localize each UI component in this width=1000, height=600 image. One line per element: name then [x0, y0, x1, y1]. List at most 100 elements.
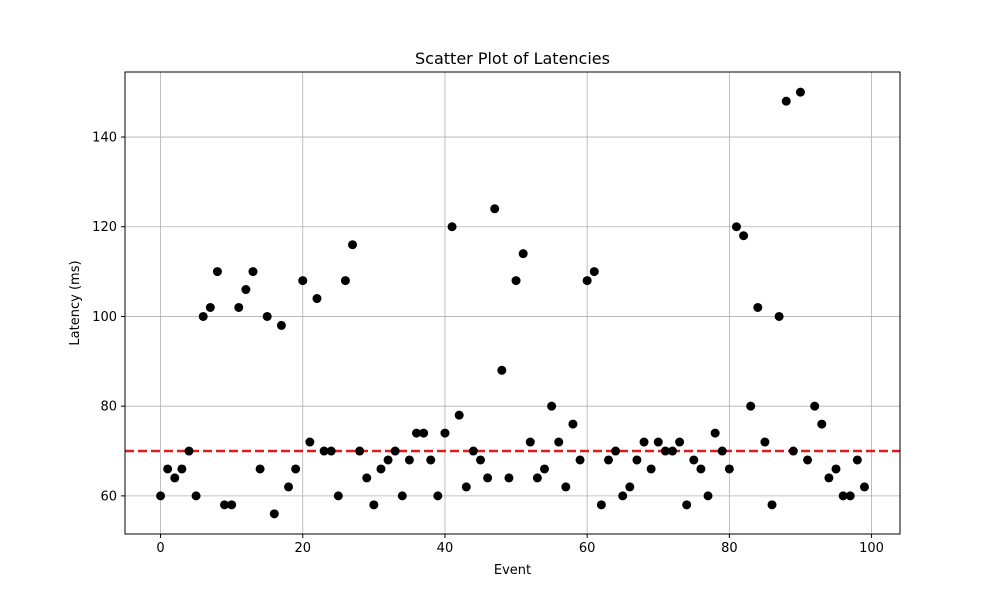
data-point — [504, 473, 514, 483]
data-point — [383, 455, 393, 465]
data-point — [404, 455, 414, 465]
data-point — [426, 455, 436, 465]
data-point — [419, 428, 429, 438]
data-point — [653, 437, 663, 447]
data-point — [710, 428, 720, 438]
data-point — [454, 410, 464, 420]
y-tick-label: 100 — [92, 310, 117, 325]
y-tick-label: 60 — [100, 489, 117, 504]
chart-title: Scatter Plot of Latencies — [415, 49, 610, 68]
data-point — [547, 401, 557, 411]
data-point — [461, 482, 471, 492]
plot-area-frame — [124, 71, 901, 535]
data-point — [753, 302, 763, 312]
data-point — [397, 491, 407, 501]
x-tick-label: 60 — [579, 541, 596, 556]
data-point — [333, 491, 343, 501]
data-point — [632, 455, 642, 465]
data-point — [348, 240, 358, 250]
data-point — [739, 231, 749, 241]
data-point — [746, 401, 756, 411]
data-point — [248, 267, 258, 277]
data-point — [611, 446, 621, 456]
data-point — [412, 428, 422, 438]
data-point — [682, 500, 692, 510]
data-point — [376, 464, 386, 474]
grid-lines — [125, 72, 900, 534]
data-point — [774, 311, 784, 321]
y-tick-label: 140 — [92, 131, 117, 146]
data-point — [731, 222, 741, 232]
data-point — [824, 473, 834, 483]
data-point — [163, 464, 173, 474]
data-point — [859, 482, 869, 492]
data-point — [589, 267, 599, 277]
x-tick-label: 40 — [437, 541, 454, 556]
data-point — [539, 464, 549, 474]
data-point — [312, 294, 322, 304]
data-point — [433, 491, 443, 501]
data-point — [340, 276, 350, 286]
data-point — [262, 311, 272, 321]
data-point — [817, 419, 827, 429]
y-tick-label: 120 — [92, 220, 117, 235]
data-point — [440, 428, 450, 438]
data-point — [703, 491, 713, 501]
data-point — [724, 464, 734, 474]
data-point — [490, 204, 500, 214]
data-point — [390, 446, 400, 456]
data-point — [625, 482, 635, 492]
data-point — [284, 482, 294, 492]
data-point — [596, 500, 606, 510]
axis-ticks: 0 20 40 60 80 100 60 80 100 120 140 — [92, 131, 884, 556]
data-point — [483, 473, 493, 483]
data-point — [476, 455, 486, 465]
data-point — [355, 446, 365, 456]
data-point — [326, 446, 336, 456]
data-point — [184, 446, 194, 456]
data-point — [845, 491, 855, 501]
data-point — [468, 446, 478, 456]
data-point — [497, 365, 507, 375]
data-point — [369, 500, 379, 510]
data-point — [170, 473, 180, 483]
data-point — [568, 419, 578, 429]
data-point — [156, 491, 166, 501]
data-point — [852, 455, 862, 465]
data-point — [639, 437, 649, 447]
data-point — [767, 500, 777, 510]
y-tick-label: 80 — [100, 400, 117, 415]
data-point — [575, 455, 585, 465]
data-point — [838, 491, 848, 501]
data-point — [362, 473, 372, 483]
x-tick-label: 80 — [721, 541, 738, 556]
data-point — [760, 437, 770, 447]
data-point — [689, 455, 699, 465]
data-point — [191, 491, 201, 501]
data-point — [205, 302, 215, 312]
data-point — [511, 276, 521, 286]
data-point — [582, 276, 592, 286]
data-point — [525, 437, 535, 447]
data-points — [156, 87, 869, 519]
data-point — [532, 473, 542, 483]
data-point — [212, 267, 222, 277]
data-point — [269, 509, 279, 519]
data-point — [696, 464, 706, 474]
data-point — [561, 482, 571, 492]
data-point — [234, 302, 244, 312]
data-point — [675, 437, 685, 447]
data-point — [220, 500, 230, 510]
data-point — [255, 464, 265, 474]
data-point — [618, 491, 628, 501]
data-point — [319, 446, 329, 456]
data-point — [667, 446, 677, 456]
data-point — [803, 455, 813, 465]
data-point — [291, 464, 301, 474]
y-axis-title: Latency (ms) — [68, 260, 83, 345]
x-tick-label: 20 — [294, 541, 311, 556]
data-point — [646, 464, 656, 474]
data-point — [518, 249, 528, 259]
data-point — [810, 401, 820, 411]
data-point — [227, 500, 237, 510]
